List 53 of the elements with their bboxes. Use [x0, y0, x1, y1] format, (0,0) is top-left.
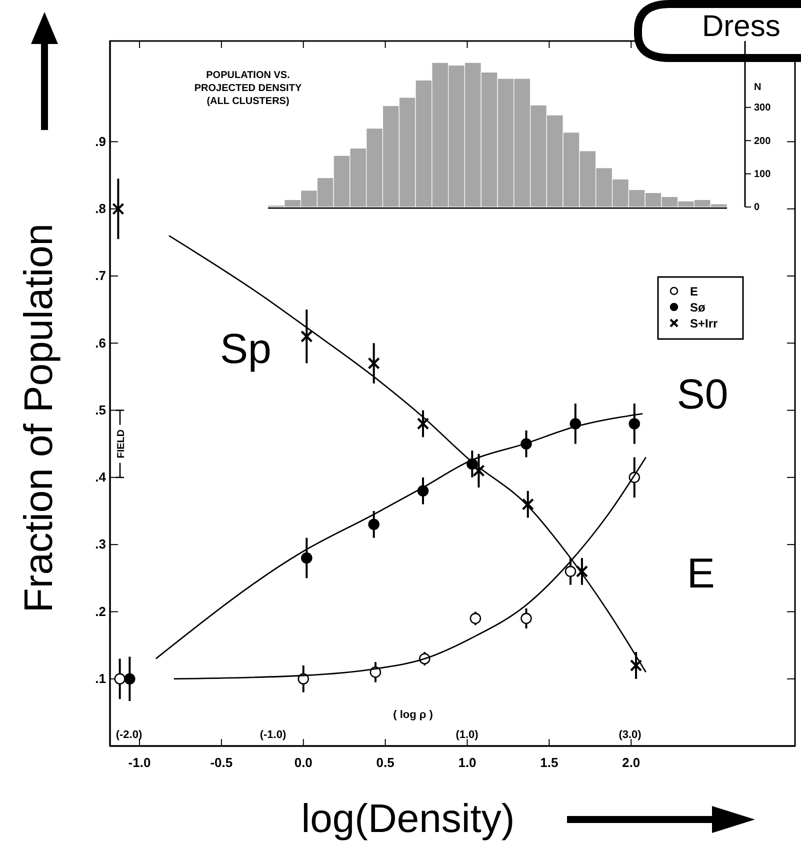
y-axis-title: Fraction of Population [17, 223, 61, 613]
annotation: (-2.0) [116, 729, 142, 741]
point [124, 673, 136, 684]
annotation: (3.0) [618, 729, 642, 741]
point [576, 565, 588, 578]
x-tick-label: 2.0 [622, 755, 640, 770]
point [630, 659, 642, 672]
legend-label: E [690, 284, 698, 298]
point [368, 357, 380, 370]
text: E [686, 549, 715, 596]
y-tick-label: .7 [95, 268, 106, 284]
x-tick-label: 0.5 [376, 755, 394, 770]
point [368, 518, 380, 530]
legend-label: Sø [690, 300, 706, 314]
y-tick-label: .3 [95, 536, 106, 552]
point [112, 202, 124, 215]
point [472, 464, 485, 477]
point [564, 566, 576, 578]
x-tick-label: -0.5 [210, 755, 233, 770]
y-tick-label: 0 [754, 202, 760, 214]
y-tick-label: .1 [95, 671, 106, 686]
x-tick-label: -1.0 [128, 755, 151, 770]
point [470, 612, 482, 624]
y-tick-label: 200 [754, 136, 772, 147]
annotation: ( log ρ ) [393, 709, 434, 721]
y-tick-label: 100 [754, 169, 772, 180]
annotation: FIELD [116, 429, 127, 458]
x-axis-title: log(Density) [301, 797, 515, 841]
x-tick-label: 1.5 [540, 755, 558, 770]
legend-label: S+Irr [690, 316, 718, 330]
x-tick-label: 1.0 [458, 755, 476, 770]
y-tick-label: 300 [754, 102, 772, 114]
y-tick-label: .2 [95, 604, 106, 619]
annotation: Dress [702, 10, 780, 43]
y-tick-label: .9 [95, 134, 106, 149]
y-tick-label: .8 [95, 201, 106, 216]
series-label: S0 [676, 370, 728, 418]
y-tick-label: .5 [95, 402, 106, 418]
y-axis-title: N [754, 82, 762, 93]
text: POPULATION VS. PROJECTED DENSITY (ALL CLUSTERS) [194, 70, 302, 107]
y-tick-label: .6 [95, 335, 106, 350]
point [520, 612, 532, 624]
point [300, 330, 313, 343]
point [628, 418, 640, 430]
point [522, 498, 534, 510]
point [114, 673, 126, 684]
x-tick-label: 0.0 [294, 755, 312, 770]
annotation: (1.0) [456, 729, 479, 741]
annotation: (-1.0) [260, 729, 286, 741]
point [301, 552, 312, 564]
series-label: Sp [220, 325, 272, 372]
y-tick-label: .4 [95, 470, 107, 485]
point [416, 418, 430, 430]
